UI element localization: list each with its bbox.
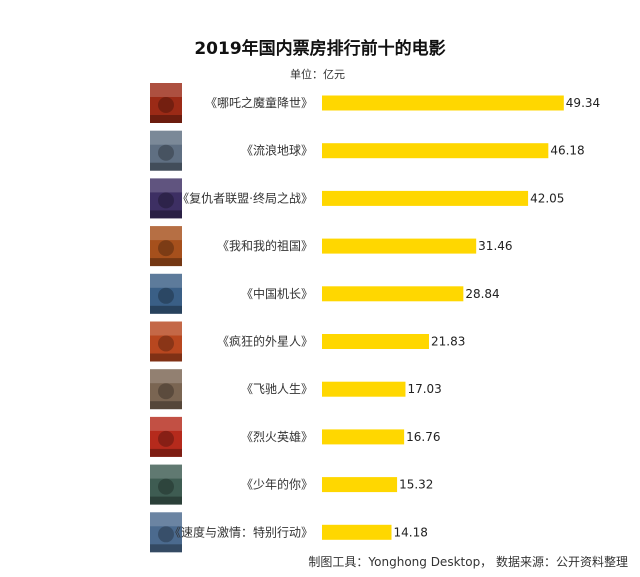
unit-label: 单位：亿元	[290, 68, 345, 81]
poster-thumbnails	[150, 83, 182, 553]
bar	[322, 524, 392, 540]
value-label: 28.84	[465, 287, 499, 301]
bar	[322, 95, 564, 111]
value-label: 49.34	[566, 96, 600, 110]
category-label: 《飞驰人生》	[241, 382, 313, 396]
chart-title: 2019年国内票房排行前十的电影	[194, 39, 446, 59]
category-label: 《我和我的祖国》	[217, 238, 313, 253]
value-label: 15.32	[399, 478, 433, 492]
category-label: 《烈火英雄》	[241, 429, 313, 444]
poster-thumbnail	[150, 178, 182, 219]
bars	[322, 95, 564, 540]
category-label: 《速度与激情：特别行动》	[169, 524, 313, 539]
poster-thumbnail	[150, 464, 182, 505]
category-labels: 《哪吒之魔童降世》《流浪地球》《复仇者联盟·终局之战》《我和我的祖国》《中国机长…	[169, 95, 313, 539]
poster-thumbnail	[150, 321, 182, 362]
value-label: 21.83	[431, 335, 465, 349]
category-label: 《中国机长》	[241, 286, 313, 301]
poster-thumbnail	[150, 226, 182, 267]
value-label: 46.18	[550, 144, 584, 158]
bar	[322, 477, 398, 493]
bar	[322, 238, 477, 254]
poster-thumbnail	[150, 130, 182, 171]
category-label: 《复仇者联盟·终局之战》	[177, 190, 313, 205]
value-labels: 49.34 46.18 42.05 31.46 28.84 21.83 17.03 16.76…	[393, 96, 600, 539]
bar	[322, 190, 529, 206]
bar	[322, 286, 464, 302]
bar	[322, 143, 549, 159]
bar	[322, 381, 406, 397]
value-label: 42.05	[530, 191, 564, 205]
poster-thumbnail	[150, 416, 182, 457]
value-label: 14.18	[393, 525, 427, 539]
source-note: 制图工具：Yonghong Desktop， 数据来源：公开资料整理	[308, 555, 628, 569]
poster-thumbnail	[150, 83, 182, 123]
poster-thumbnail	[150, 369, 182, 410]
category-label: 《流浪地球》	[241, 143, 313, 158]
poster-thumbnail	[150, 273, 182, 314]
category-label: 《疯狂的外星人》	[217, 334, 313, 349]
value-label: 17.03	[407, 382, 441, 396]
value-label: 31.46	[478, 239, 512, 253]
bar	[322, 429, 405, 445]
poster-thumbnail	[150, 512, 182, 553]
category-label: 《哪吒之魔童降世》	[205, 95, 313, 110]
value-label: 16.76	[406, 430, 440, 444]
bar	[322, 334, 429, 349]
category-label: 《少年的你》	[241, 477, 313, 492]
